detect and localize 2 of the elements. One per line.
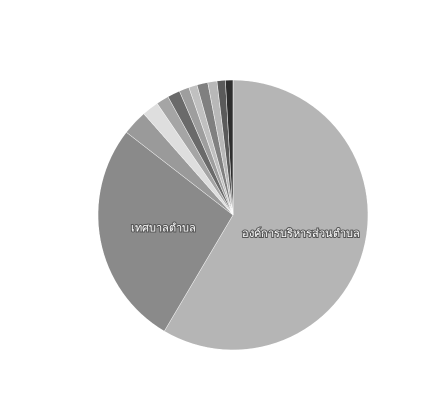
- slice-label: เทศบาลตำบล: [131, 222, 196, 235]
- slice-label: องค์การบริหารส่วนตำบล: [242, 227, 360, 240]
